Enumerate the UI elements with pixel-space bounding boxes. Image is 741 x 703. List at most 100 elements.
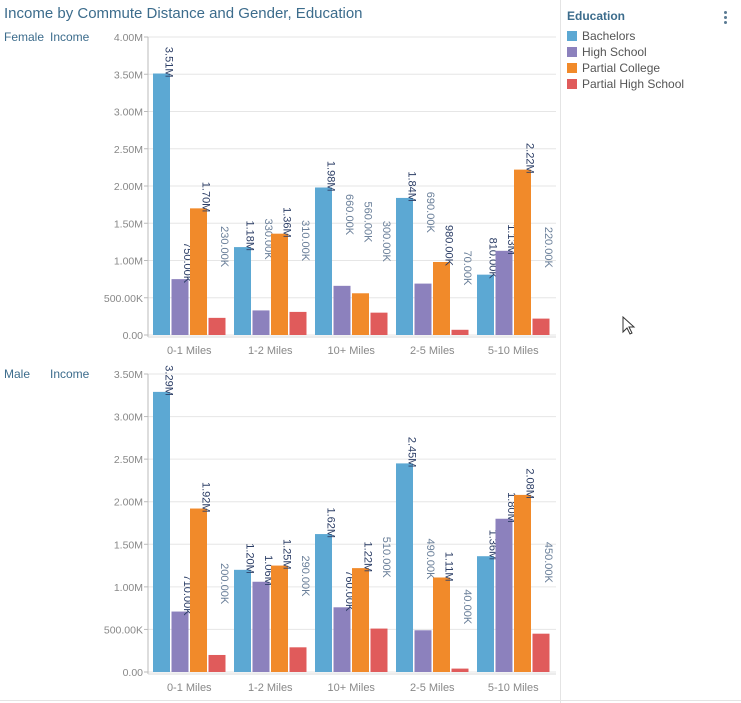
data-label: 1.20M	[244, 543, 256, 574]
bar	[477, 556, 494, 672]
x-tick-label: 5-10 Miles	[488, 682, 539, 694]
legend-label: Partial High School	[582, 77, 685, 91]
data-label: 1.25M	[281, 539, 293, 570]
y-tick-label: 500.00K	[104, 293, 143, 305]
legend: Education Bachelors High School Partial Co…	[567, 9, 684, 92]
data-label: 2.22M	[524, 143, 536, 174]
bar	[252, 581, 270, 672]
data-label: 490.00K	[424, 538, 436, 580]
data-label: 980.00K	[443, 225, 455, 267]
bar	[271, 565, 288, 672]
bar	[333, 607, 351, 672]
data-label: 220.00K	[542, 227, 554, 269]
x-tick-label: 5-10 Miles	[488, 345, 539, 357]
legend-item-partial-college[interactable]: Partial College	[567, 60, 684, 76]
x-tick-label: 1-2 Miles	[248, 345, 293, 357]
data-label: 230.00K	[218, 226, 230, 268]
bar	[171, 279, 189, 335]
y-tick-label: 3.00M	[114, 412, 143, 424]
y-tick-label: 3.50M	[114, 69, 143, 81]
legend-swatch	[567, 79, 577, 89]
data-label: 660.00K	[343, 194, 355, 236]
y-tick-label: 3.50M	[114, 369, 143, 381]
data-label: 40.00K	[461, 589, 473, 625]
mouse-pointer-icon	[622, 316, 636, 335]
kebab-menu-icon[interactable]	[722, 11, 728, 27]
data-label: 3.29M	[163, 365, 175, 396]
x-tick-label: 0-1 Miles	[167, 345, 212, 357]
data-label: 200.00K	[218, 563, 230, 605]
y-tick-label: 1.00M	[114, 256, 143, 268]
bar	[333, 285, 351, 335]
bar	[451, 329, 469, 335]
bar	[370, 628, 388, 672]
data-label: 1.98M	[325, 161, 337, 192]
data-label: 560.00K	[362, 201, 374, 243]
x-tick-label: 1-2 Miles	[248, 682, 293, 694]
bar	[414, 630, 432, 672]
data-label: 1.62M	[325, 507, 337, 538]
data-label: 1.11M	[443, 552, 455, 582]
bar	[495, 518, 513, 672]
legend-items: Bachelors High School Partial College Parti…	[567, 28, 684, 92]
panel-divider	[560, 0, 561, 703]
chart-title: Income by Commute Distance and Gender, E…	[4, 5, 363, 22]
y-tick-label: 0.00	[123, 330, 144, 342]
bar	[153, 391, 170, 672]
legend-swatch	[567, 47, 577, 57]
y-tick-label: 500.00K	[104, 624, 143, 636]
bar	[396, 197, 413, 335]
data-label: 310.00K	[299, 220, 311, 262]
bar	[532, 318, 550, 335]
bar	[370, 312, 388, 335]
legend-item-high-school[interactable]: High School	[567, 44, 684, 60]
bar	[190, 208, 207, 335]
data-label: 300.00K	[380, 221, 392, 263]
bar	[396, 463, 413, 672]
bar	[252, 310, 270, 335]
data-label: 450.00K	[542, 542, 554, 584]
x-tick-label: 2-5 Miles	[410, 682, 455, 694]
legend-item-bachelors[interactable]: Bachelors	[567, 28, 684, 44]
measure-label: Income	[50, 367, 90, 381]
data-label: 290.00K	[299, 556, 311, 598]
data-label: 2.08M	[524, 468, 536, 499]
y-tick-label: 3.00M	[114, 107, 143, 119]
y-tick-label: 1.00M	[114, 582, 143, 594]
data-label: 1.22M	[362, 542, 374, 573]
legend-label: High School	[582, 45, 647, 59]
legend-label: Partial College	[582, 61, 661, 75]
measure-label: Income	[50, 30, 90, 44]
bar	[234, 569, 251, 672]
bar	[289, 647, 307, 672]
legend-label: Bachelors	[582, 29, 636, 43]
data-label: 510.00K	[380, 537, 392, 579]
bar	[352, 293, 369, 335]
y-tick-label: 2.00M	[114, 181, 143, 193]
x-tick-label: 2-5 Miles	[410, 345, 455, 357]
legend-swatch	[567, 63, 577, 73]
bar	[234, 247, 251, 335]
bar	[153, 73, 170, 335]
y-tick-label: 2.50M	[114, 144, 143, 156]
bar	[271, 233, 288, 335]
bottom-border	[0, 700, 741, 701]
legend-item-partial-high-school[interactable]: Partial High School	[567, 76, 684, 92]
bar	[532, 633, 550, 672]
bar	[414, 283, 432, 335]
y-tick-label: 2.00M	[114, 497, 143, 509]
bar	[208, 317, 226, 335]
bar	[514, 169, 531, 335]
x-tick-label: 10+ Miles	[328, 682, 376, 694]
bar	[190, 508, 207, 672]
data-label: 1.92M	[200, 482, 212, 513]
y-tick-label: 4.00M	[114, 32, 143, 44]
bar	[433, 261, 450, 335]
data-label: 1.70M	[200, 182, 212, 213]
bar	[208, 654, 226, 672]
row-label: Female	[4, 30, 44, 44]
x-tick-label: 10+ Miles	[328, 345, 376, 357]
bar	[315, 187, 332, 335]
x-tick-label: 0-1 Miles	[167, 682, 212, 694]
bar	[477, 274, 494, 335]
